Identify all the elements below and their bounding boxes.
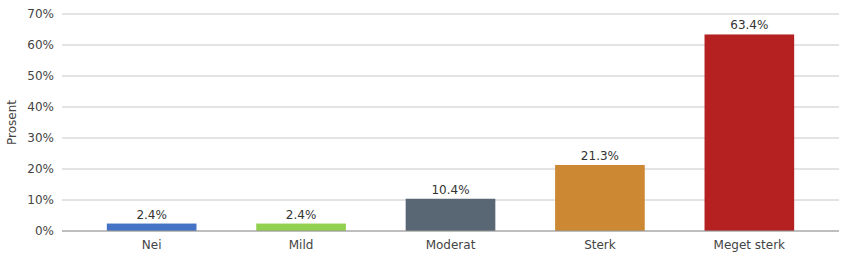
- x-axis-line: [62, 231, 839, 232]
- data-label: 2.4%: [286, 208, 317, 222]
- data-label: 21.3%: [581, 149, 619, 163]
- grid-line: [62, 231, 839, 232]
- bar: [107, 224, 197, 231]
- y-tick-label: 70%: [27, 7, 54, 21]
- bars: [107, 34, 794, 231]
- grid-line: [62, 14, 839, 15]
- x-tick-label: Meget sterk: [714, 238, 786, 252]
- bar: [555, 165, 645, 231]
- y-tick-label: 20%: [27, 162, 54, 176]
- x-tick-label: Mild: [289, 238, 314, 252]
- y-tick-label: 0%: [35, 224, 54, 238]
- y-axis-label: Prosent: [5, 100, 19, 145]
- x-tick-label: Sterk: [584, 238, 616, 252]
- y-tick-label: 50%: [27, 69, 54, 83]
- bar: [705, 34, 795, 231]
- grid: [62, 14, 839, 231]
- data-label: 2.4%: [136, 208, 167, 222]
- x-tick-label: Nei: [142, 238, 162, 252]
- y-tick-label: 40%: [27, 100, 54, 114]
- y-tick-label: 30%: [27, 131, 54, 145]
- y-tick-label: 60%: [27, 38, 54, 52]
- data-label: 10.4%: [431, 183, 469, 197]
- chart: 0% 10% 20% 30% 40% 50% 60% 70% Prosent 2.4% 2.4% 10…: [0, 0, 853, 261]
- bar: [406, 199, 496, 231]
- y-tick-label: 10%: [27, 193, 54, 207]
- bar: [256, 224, 346, 231]
- data-label: 63.4%: [730, 18, 768, 32]
- x-tick-label: Moderat: [426, 238, 476, 252]
